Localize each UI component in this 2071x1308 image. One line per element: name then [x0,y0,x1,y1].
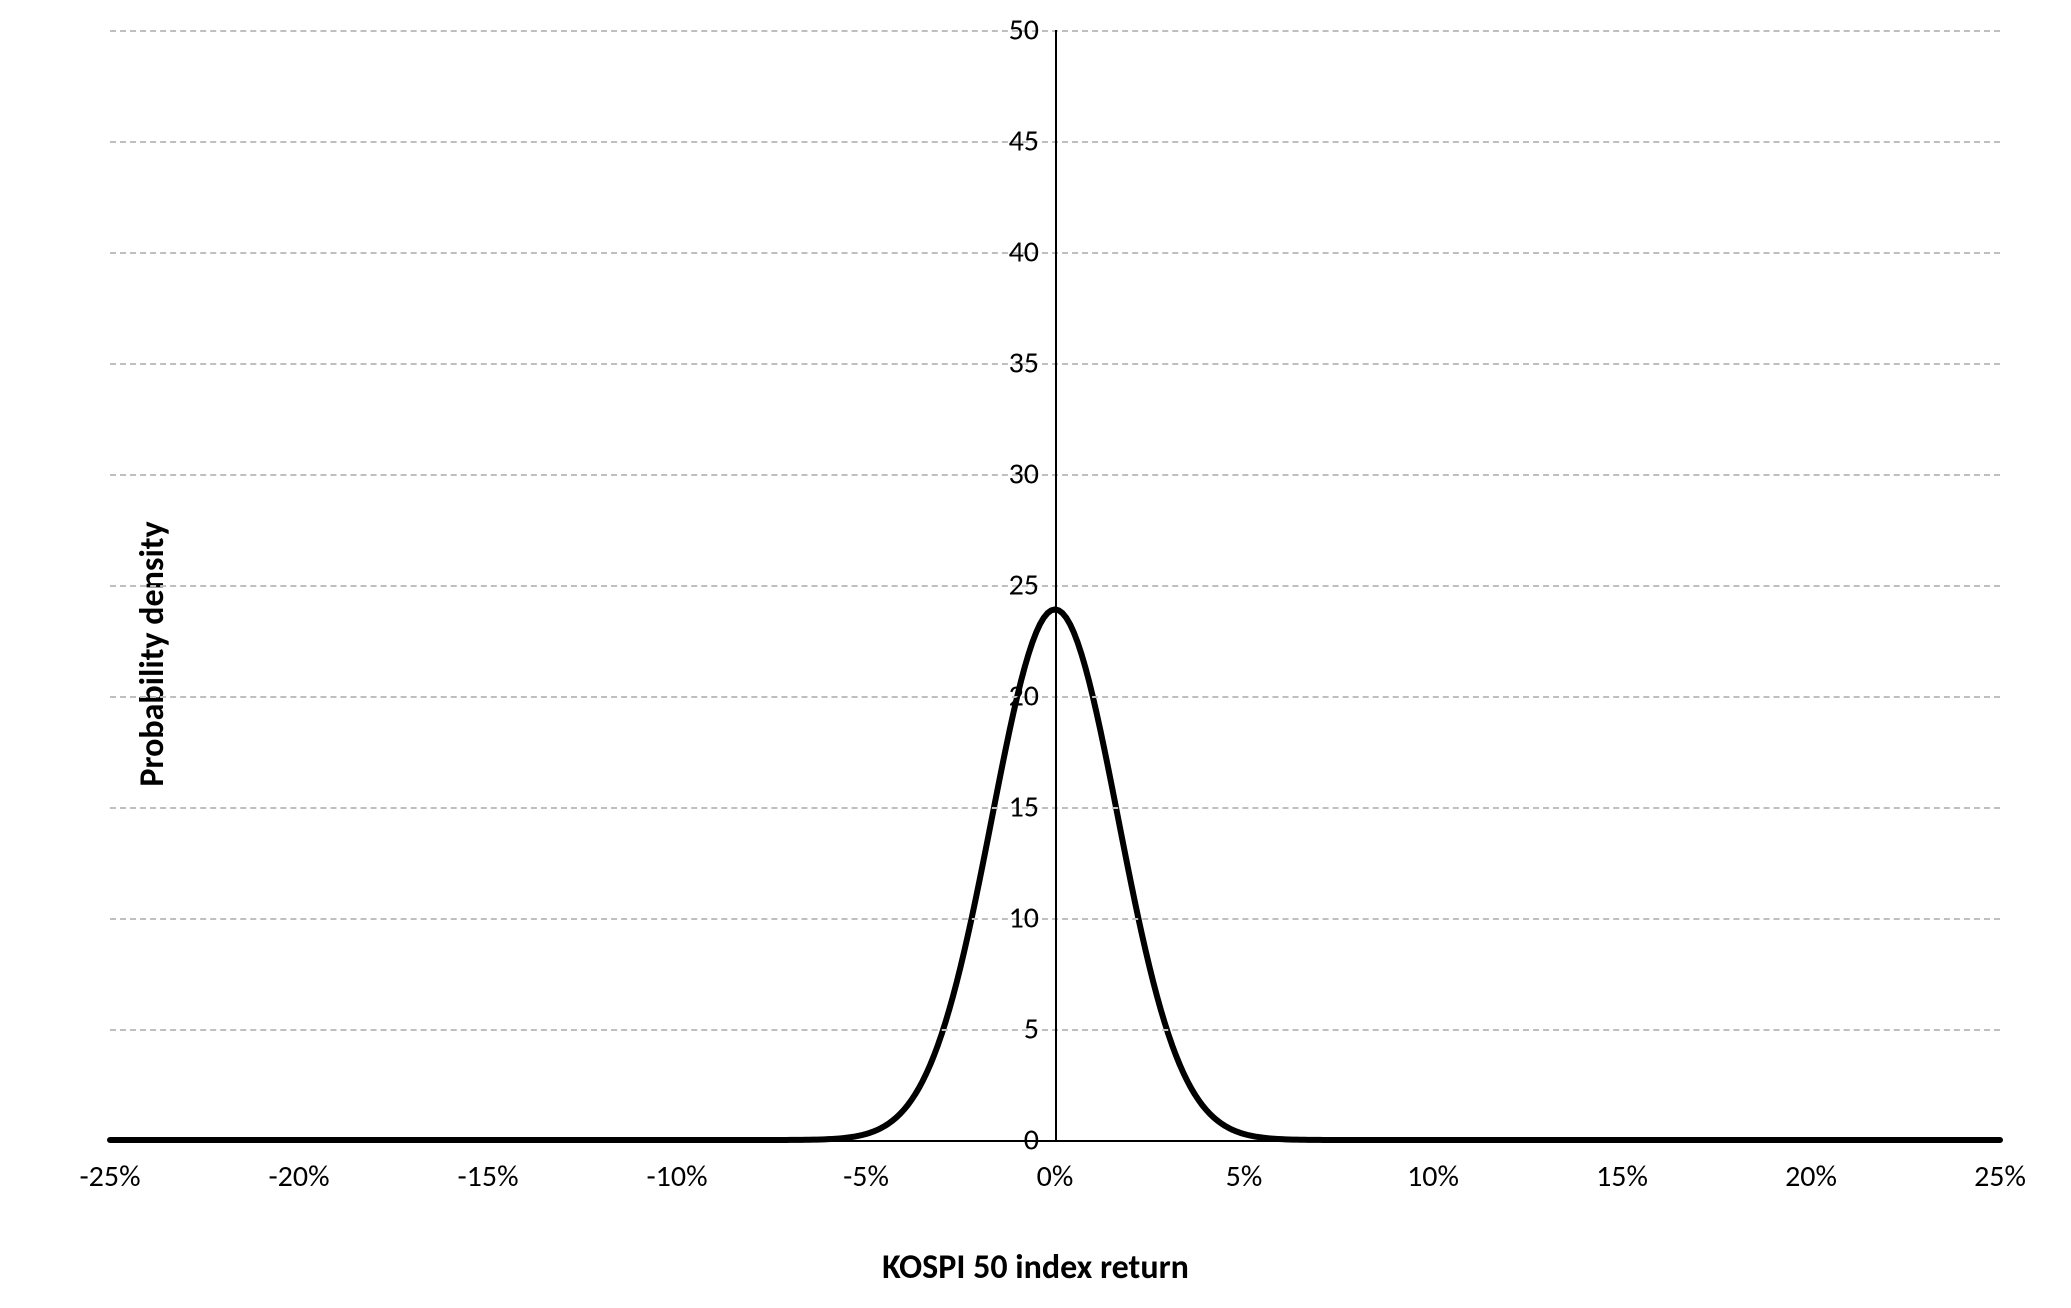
x-tick-label: -5% [843,1158,889,1195]
y-tick-label: 30 [1009,456,1039,493]
plot-area: 05101520253035404550-25%-20%-15%-10%-5%0… [110,30,2000,1140]
x-tick-label: -15% [457,1158,518,1195]
y-tick-label: 45 [1009,123,1039,160]
y-tick-label: 50 [1009,12,1039,49]
y-tick-label: 40 [1009,234,1039,271]
y-tick-label: 15 [1009,789,1039,826]
y-tick-label: 20 [1009,678,1039,715]
x-tick-label: 15% [1596,1158,1648,1195]
y-tick-label: 0 [1024,1122,1039,1159]
density-chart: Probability density KOSPI 50 index retur… [0,0,2071,1308]
y-tick-label: 5 [1024,1011,1039,1048]
y-tick-label: 35 [1009,345,1039,382]
y-tick-label: 25 [1009,567,1039,604]
x-tick-label: 20% [1785,1158,1837,1195]
x-tick-label: 5% [1226,1158,1263,1195]
y-axis-line [1055,30,1057,1140]
x-tick-label: 25% [1974,1158,2026,1195]
x-tick-label: -25% [79,1158,140,1195]
x-axis-label: KOSPI 50 index return [882,1247,1189,1288]
x-tick-label: 10% [1407,1158,1459,1195]
y-tick-label: 10 [1009,900,1039,937]
x-tick-label: -20% [268,1158,329,1195]
x-axis-line [110,1140,2000,1142]
x-tick-label: 0% [1037,1158,1074,1195]
x-tick-label: -10% [646,1158,707,1195]
